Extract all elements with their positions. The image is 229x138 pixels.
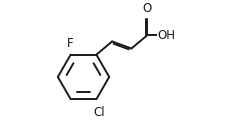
Text: Cl: Cl xyxy=(93,106,105,119)
Text: F: F xyxy=(66,37,73,50)
Text: O: O xyxy=(142,2,151,15)
Text: OH: OH xyxy=(156,29,174,42)
